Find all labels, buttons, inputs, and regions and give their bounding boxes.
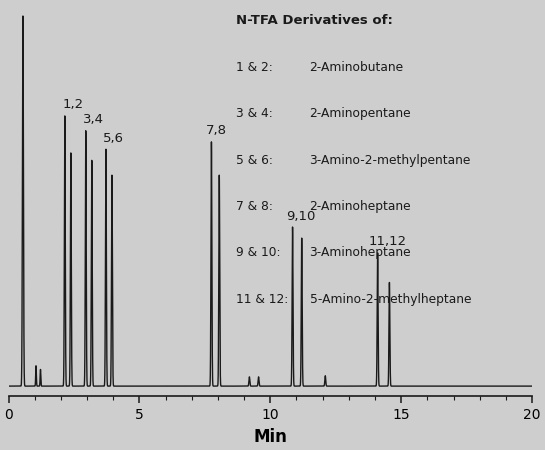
Text: 5,6: 5,6 bbox=[104, 132, 124, 145]
Text: 3 & 4:: 3 & 4: bbox=[237, 108, 273, 120]
Text: 7 & 8:: 7 & 8: bbox=[237, 200, 273, 213]
X-axis label: Min: Min bbox=[253, 428, 287, 446]
Text: N-TFA Derivatives of:: N-TFA Derivatives of: bbox=[237, 14, 393, 27]
Text: 3-Amino-2-methylpentane: 3-Amino-2-methylpentane bbox=[310, 153, 471, 166]
Text: 2-Aminobutane: 2-Aminobutane bbox=[310, 61, 404, 74]
Text: 1,2: 1,2 bbox=[62, 99, 83, 112]
Text: 5 & 6:: 5 & 6: bbox=[237, 153, 273, 166]
Text: 1 & 2:: 1 & 2: bbox=[237, 61, 273, 74]
Text: 3-Aminoheptane: 3-Aminoheptane bbox=[310, 246, 411, 259]
Text: 7,8: 7,8 bbox=[206, 124, 227, 137]
Text: 3,4: 3,4 bbox=[83, 113, 104, 126]
Text: 9 & 10:: 9 & 10: bbox=[237, 246, 281, 259]
Text: 11,12: 11,12 bbox=[368, 235, 407, 248]
Text: 5-Amino-2-methylheptane: 5-Amino-2-methylheptane bbox=[310, 292, 471, 306]
Text: 9,10: 9,10 bbox=[286, 210, 316, 223]
Text: 11 & 12:: 11 & 12: bbox=[237, 292, 288, 306]
Text: 2-Aminoheptane: 2-Aminoheptane bbox=[310, 200, 411, 213]
Text: 2-Aminopentane: 2-Aminopentane bbox=[310, 108, 411, 120]
